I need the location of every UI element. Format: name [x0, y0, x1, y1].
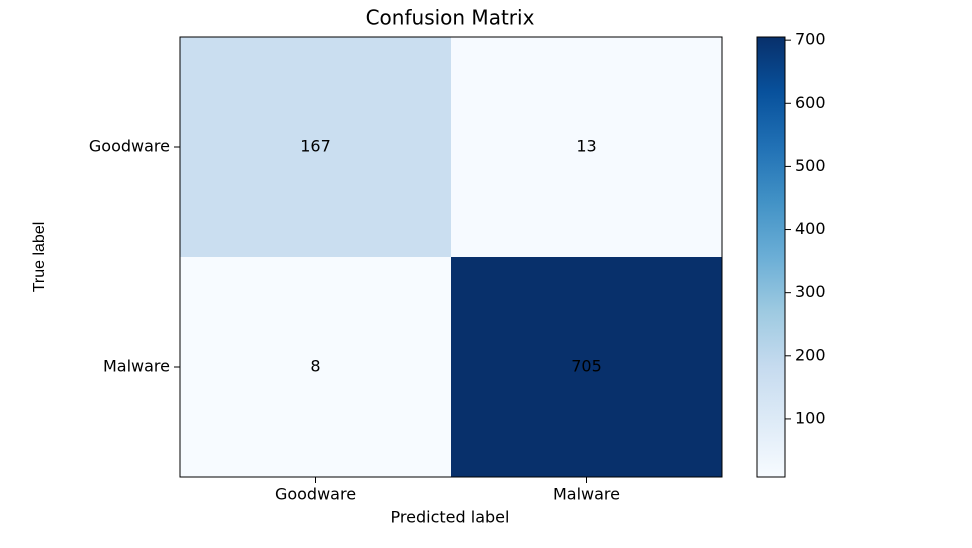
- y-axis-label: True label: [31, 222, 48, 293]
- x-tick-label: Malware: [553, 485, 620, 504]
- colorbar-tick-label: 400: [795, 219, 826, 238]
- cell-label: 705: [571, 357, 602, 376]
- colorbar-tick-label: 500: [795, 156, 826, 175]
- cell-label: 13: [576, 137, 596, 156]
- x-tick-label: Goodware: [275, 485, 356, 504]
- heatmap-cell: [451, 37, 722, 257]
- heatmap-cell: [180, 37, 451, 257]
- colorbar-tick-label: 700: [795, 30, 826, 49]
- chart-title: Confusion Matrix: [366, 6, 535, 30]
- colorbar-tick-label: 100: [795, 408, 826, 427]
- colorbar-tick-label: 300: [795, 282, 826, 301]
- y-tick-label: Malware: [103, 357, 170, 376]
- cell-label: 8: [310, 357, 320, 376]
- colorbar-tick-label: 600: [795, 93, 826, 112]
- heatmap-cell: [180, 257, 451, 477]
- colorbar: [756, 36, 786, 478]
- y-tick-label: Goodware: [89, 137, 170, 156]
- heatmap-cell: [451, 257, 722, 477]
- x-axis-label: Predicted label: [391, 508, 510, 527]
- plot-frame: [179, 36, 723, 478]
- colorbar-tick-label: 200: [795, 345, 826, 364]
- cell-label: 167: [300, 137, 331, 156]
